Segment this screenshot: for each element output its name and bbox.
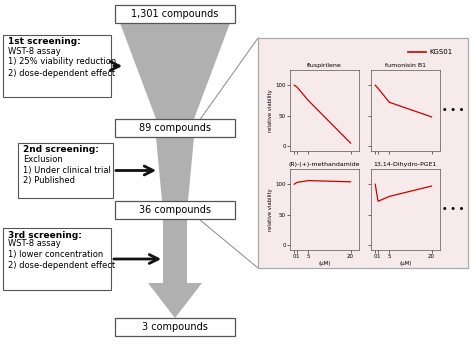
Text: KGS01: KGS01 xyxy=(429,49,452,55)
Polygon shape xyxy=(120,23,230,119)
Title: fluspirilene: fluspirilene xyxy=(307,63,342,68)
Text: WST-8 assay: WST-8 assay xyxy=(8,46,61,55)
Text: 2) dose-dependent effect: 2) dose-dependent effect xyxy=(8,262,115,271)
Text: • • •: • • • xyxy=(442,106,465,115)
Text: 1) Under clinical trial: 1) Under clinical trial xyxy=(23,165,111,174)
Text: 3 compounds: 3 compounds xyxy=(142,322,208,332)
Title: (R)-(+)-methandamide: (R)-(+)-methandamide xyxy=(289,162,360,167)
Title: fumonisin B1: fumonisin B1 xyxy=(385,63,426,68)
X-axis label: (μM): (μM) xyxy=(319,261,331,266)
Text: 89 compounds: 89 compounds xyxy=(139,123,211,133)
Polygon shape xyxy=(156,137,194,201)
Text: Exclusion: Exclusion xyxy=(23,155,63,164)
Text: 3rd screening:: 3rd screening: xyxy=(8,230,82,239)
Polygon shape xyxy=(148,219,202,318)
Bar xyxy=(18,143,113,198)
Text: 1) lower concentration: 1) lower concentration xyxy=(8,251,103,260)
Text: 2) dose-dependent effect: 2) dose-dependent effect xyxy=(8,69,115,78)
Title: 13,14-Dihydro-PGE1: 13,14-Dihydro-PGE1 xyxy=(374,162,437,167)
Text: 36 compounds: 36 compounds xyxy=(139,205,211,215)
Bar xyxy=(258,38,468,268)
Bar xyxy=(3,228,111,290)
Bar xyxy=(115,119,235,137)
Text: 1,301 compounds: 1,301 compounds xyxy=(131,9,219,19)
Text: 1st screening:: 1st screening: xyxy=(8,37,81,46)
Bar xyxy=(115,5,235,23)
Bar xyxy=(115,318,235,336)
Text: 2) Published: 2) Published xyxy=(23,176,75,185)
Text: 2nd screening:: 2nd screening: xyxy=(23,146,99,155)
Y-axis label: relative viability: relative viability xyxy=(268,89,273,132)
Bar xyxy=(3,35,111,97)
Y-axis label: relative viability: relative viability xyxy=(268,188,273,231)
Text: WST-8 assay: WST-8 assay xyxy=(8,239,61,248)
X-axis label: (μM): (μM) xyxy=(399,261,412,266)
Text: • • •: • • • xyxy=(442,205,465,214)
Bar xyxy=(115,201,235,219)
Text: 1) 25% viability reduction: 1) 25% viability reduction xyxy=(8,57,116,66)
